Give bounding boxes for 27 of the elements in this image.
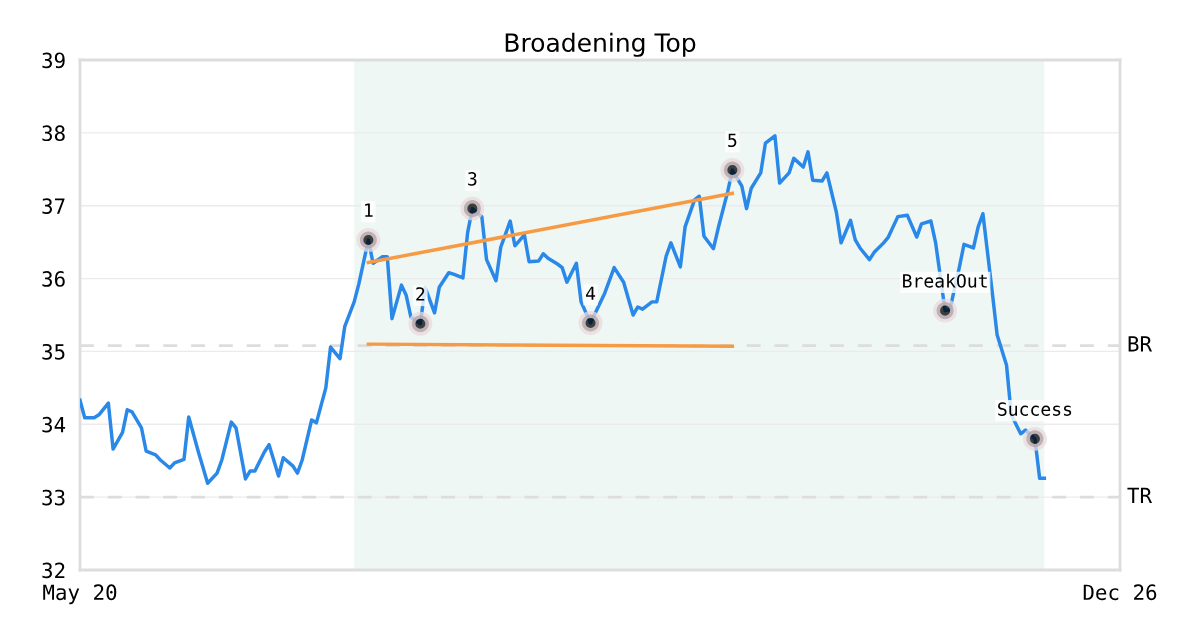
chart-title: Broadening Top bbox=[505, 32, 696, 57]
point bbox=[933, 298, 958, 323]
point bbox=[356, 227, 381, 252]
y-tick-label: 39 bbox=[42, 52, 65, 69]
annotation: 3 bbox=[468, 172, 477, 186]
point bbox=[460, 196, 485, 221]
y-tick-label: 37 bbox=[42, 198, 65, 214]
ref-line-label: TR bbox=[1127, 487, 1153, 503]
y-tick-label: 34 bbox=[42, 416, 66, 433]
annotation: 2 bbox=[416, 287, 425, 301]
x-tick-label: Dec 26 bbox=[1083, 584, 1157, 601]
point bbox=[720, 158, 745, 182]
annotation: 4 bbox=[586, 286, 596, 300]
ref-line-label: BR bbox=[1128, 336, 1153, 352]
y-tick-label: 38 bbox=[42, 125, 65, 142]
annotation: 1 bbox=[365, 203, 373, 217]
point bbox=[1022, 426, 1047, 451]
y-tick-label: 35 bbox=[42, 343, 65, 360]
point bbox=[578, 311, 603, 335]
y-tick-label: 32 bbox=[42, 562, 65, 579]
annotation: BreakOut bbox=[903, 273, 987, 288]
point bbox=[408, 311, 433, 336]
x-tick-label: May 20 bbox=[43, 584, 117, 605]
y-tick-label: 36 bbox=[42, 271, 65, 287]
y-tick-label: 33 bbox=[42, 489, 65, 506]
annotation: Success bbox=[998, 402, 1072, 416]
annotation: 5 bbox=[728, 133, 737, 148]
